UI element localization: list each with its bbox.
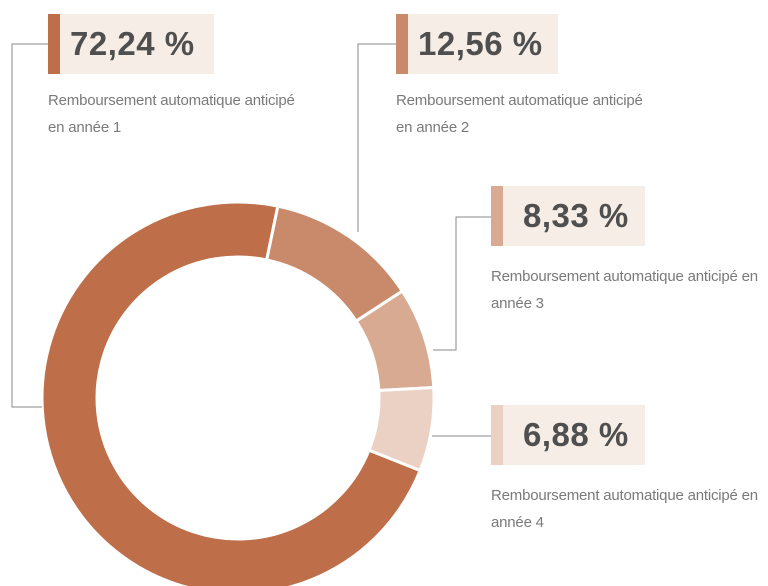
value-label: 72,24 % <box>48 14 214 74</box>
value-label: 8,33 % <box>491 186 645 246</box>
connectors <box>11 43 491 437</box>
category-label: Remboursement automatique anticipé en an… <box>491 268 758 312</box>
donut-slice <box>40 200 423 586</box>
donut-slice <box>367 385 436 473</box>
value-label: 12,56 % <box>396 14 558 74</box>
donut <box>40 200 436 586</box>
category-label: Remboursement automatique anticipé en an… <box>48 92 295 136</box>
category-label: Remboursement automatique anticipé en an… <box>491 487 758 531</box>
connector <box>433 216 491 351</box>
category-label: Remboursement automatique anticipé en an… <box>396 92 643 136</box>
connector <box>357 43 396 232</box>
connector <box>11 43 48 408</box>
value-label: 6,88 % <box>491 405 645 465</box>
